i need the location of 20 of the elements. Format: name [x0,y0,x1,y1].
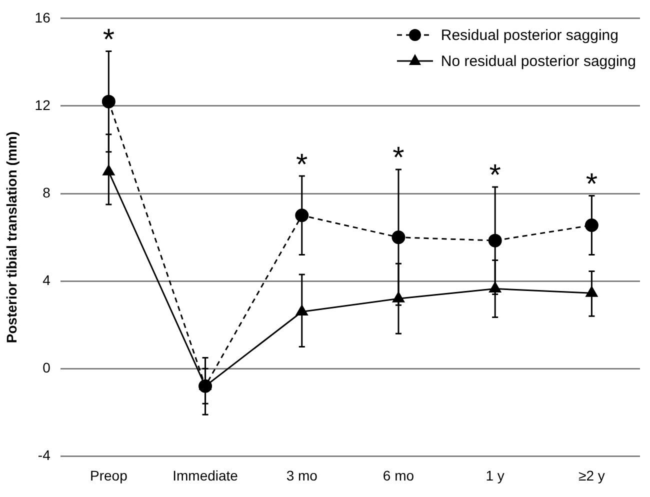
annotation: * [586,168,598,201]
y-tick-label: -4 [38,447,51,464]
y-tick-label: 0 [42,360,51,376]
x-tick-label: 1 y [486,467,504,484]
x-tick-label: Preop [90,467,128,484]
legend-label: Residual posterior sagging [440,26,618,44]
y-axis-title: Posterior tibial translation (mm) [3,132,20,344]
x-tick-label: 3 mo [286,467,318,484]
annotation: * [102,24,115,56]
x-tick-label: Immediate [172,467,238,484]
annotation: * [392,142,405,175]
annotation: * [296,148,308,182]
y-tick-label: 16 [34,9,51,26]
y-tick-label: 12 [34,96,51,113]
legend-label: No residual posterior sagging [440,52,636,70]
annotation: * [489,159,502,192]
x-tick-label: 6 mo [382,467,414,484]
y-tick-label: 8 [42,184,51,200]
x-tick-label: ≥2 y [578,467,605,484]
y-tick-label: 4 [42,272,51,288]
